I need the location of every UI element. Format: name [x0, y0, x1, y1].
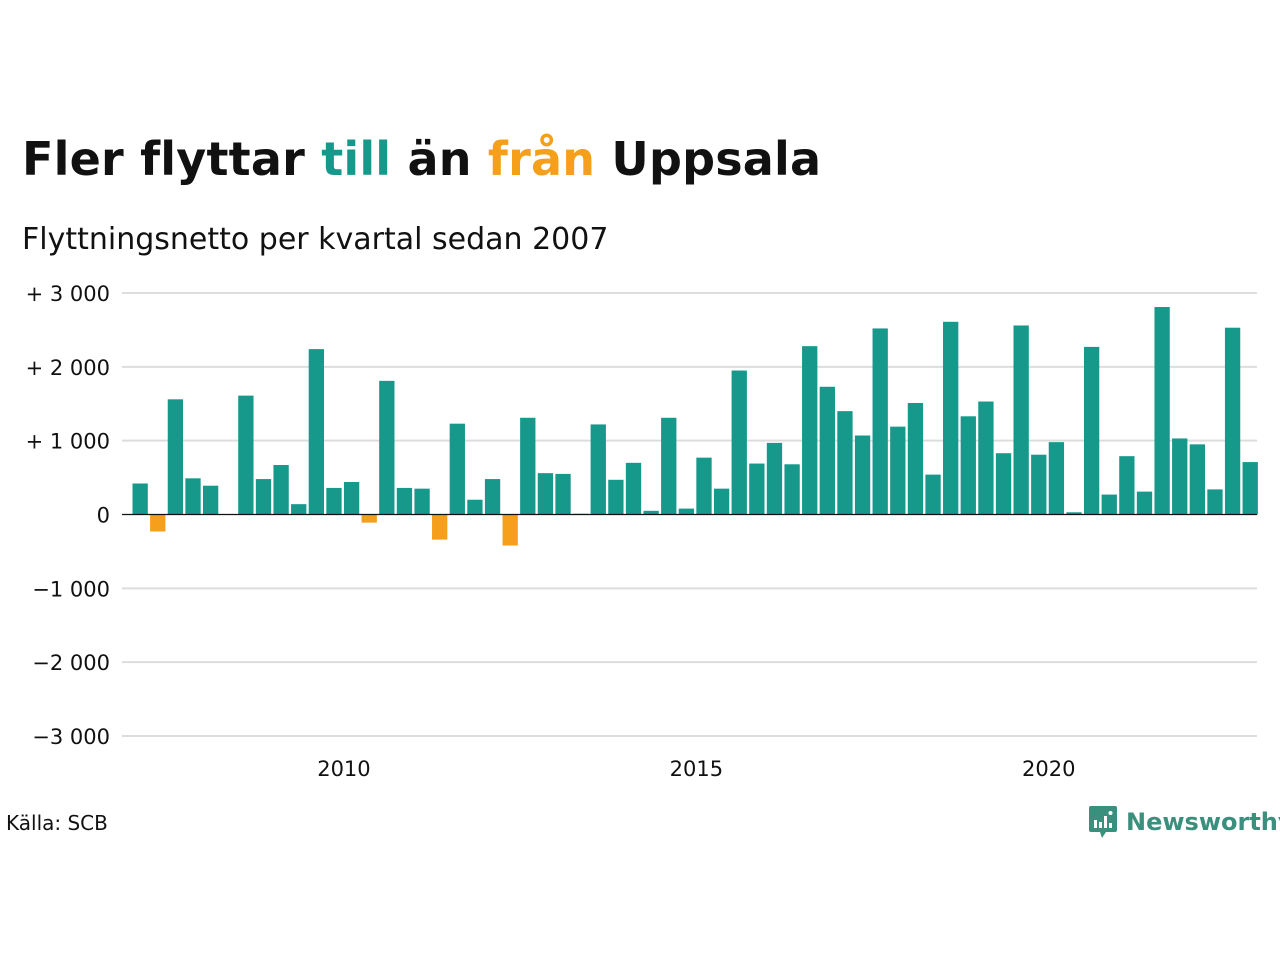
bar — [1066, 512, 1082, 515]
bar — [467, 499, 483, 515]
chart-subtitle: Flyttningsnetto per kvartal sedan 2007 — [22, 222, 609, 257]
bar — [678, 508, 695, 515]
title-till: till — [321, 132, 392, 186]
bar — [1136, 491, 1153, 515]
bar — [731, 370, 747, 515]
bar — [484, 479, 501, 515]
bar — [766, 442, 783, 515]
bar — [1119, 456, 1135, 515]
bar — [661, 417, 677, 515]
bar — [1154, 307, 1170, 515]
bar — [590, 424, 606, 515]
bar — [749, 463, 765, 515]
bar — [132, 483, 148, 515]
bar — [995, 453, 1012, 515]
bar — [890, 426, 906, 515]
bar — [520, 417, 536, 515]
bar — [255, 479, 272, 515]
bar — [414, 488, 430, 515]
bar — [819, 386, 835, 515]
bar — [1189, 444, 1205, 515]
bar — [167, 399, 184, 515]
bar — [326, 487, 342, 515]
bar — [854, 435, 871, 515]
bar — [432, 514, 448, 540]
bar — [379, 380, 395, 515]
y-tick-label: + 2 000 — [26, 356, 110, 380]
newsworthy-logo-icon — [1089, 806, 1117, 838]
y-tick-label: −1 000 — [32, 577, 110, 601]
bar — [1172, 438, 1188, 515]
bar — [802, 346, 818, 515]
x-tick-label: 2015 — [670, 757, 723, 781]
bar — [502, 514, 518, 546]
source-note: Källa: SCB — [6, 811, 108, 835]
title-part-1: Fler flyttar — [22, 132, 322, 186]
bar — [1207, 489, 1223, 515]
x-tick-label: 2020 — [1022, 757, 1075, 781]
bar — [608, 479, 624, 515]
bar — [713, 488, 730, 515]
bar — [784, 464, 800, 515]
bar-chart: + 3 000 + 2 000 + 1 000 0 −1 000 −2 000 −3 000… — [26, 282, 1258, 781]
bar — [872, 328, 888, 515]
bar — [273, 465, 289, 515]
bar — [1224, 327, 1241, 515]
title-fran: från — [487, 132, 596, 186]
bar — [907, 403, 924, 515]
bar — [625, 462, 642, 515]
newsworthy-logo: Newsworthy — [1088, 804, 1280, 840]
bar — [150, 514, 166, 532]
x-tick-label: 2010 — [317, 757, 370, 781]
bar — [960, 416, 976, 515]
title-part-2: än — [391, 132, 488, 186]
bar — [1083, 346, 1100, 515]
y-tick-label: 0 — [97, 504, 110, 528]
bar — [1242, 462, 1258, 515]
bar — [449, 423, 465, 515]
y-tick-label: + 3 000 — [26, 282, 110, 306]
bar — [537, 473, 554, 515]
brand-name: Newsworthy — [1126, 808, 1280, 836]
bar — [1013, 325, 1029, 515]
bar — [696, 457, 712, 515]
bar — [643, 510, 659, 515]
bar — [1031, 454, 1047, 515]
bar — [343, 482, 360, 515]
bar — [1048, 442, 1065, 515]
title-part-3: Uppsala — [595, 132, 822, 186]
chart-title: Fler flyttar till än från Uppsala — [22, 132, 821, 186]
bar — [555, 473, 571, 515]
y-tick-label: −2 000 — [32, 651, 110, 675]
bar — [308, 349, 324, 515]
bar — [943, 321, 959, 515]
bar — [185, 478, 201, 515]
bar — [361, 514, 377, 523]
bar — [1101, 494, 1117, 515]
bar — [978, 401, 994, 515]
bar — [837, 411, 853, 515]
y-tick-label: −3 000 — [32, 725, 110, 749]
bar — [202, 485, 219, 515]
y-tick-label: + 1 000 — [26, 430, 110, 454]
bar — [291, 504, 307, 515]
bar — [925, 474, 941, 515]
bar — [238, 395, 254, 515]
bar — [396, 487, 413, 515]
